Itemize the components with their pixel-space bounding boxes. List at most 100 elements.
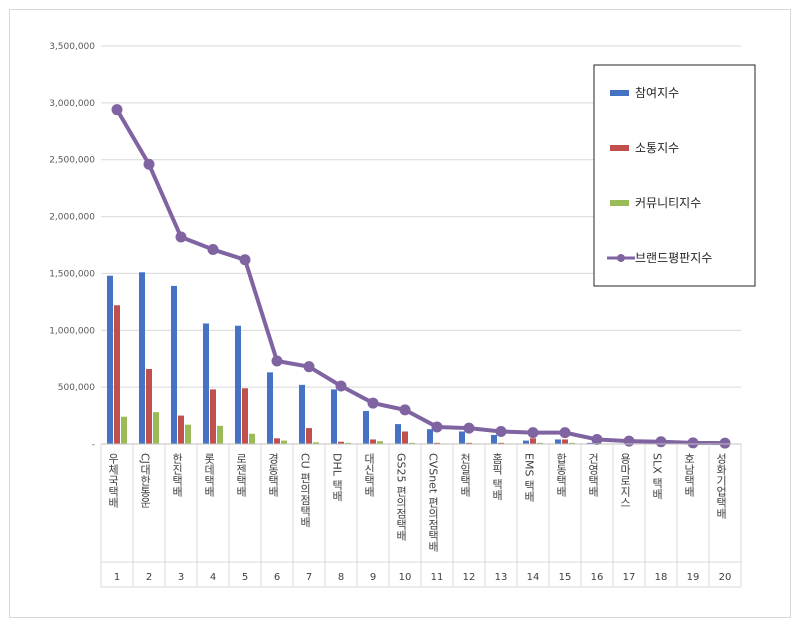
brand-index-point-6 [271,355,283,367]
bar-2-4 [210,389,216,444]
brand-index-point-2 [143,158,155,170]
rank-label-9: 9 [370,572,376,583]
legend-label-4: 브랜드평판지수 [635,251,712,265]
category-label-11: CVSnet 편의점택배 [427,453,440,552]
rank-label-5: 5 [242,572,248,583]
bar-1-9 [363,411,369,444]
legend-swatch-3 [610,200,629,206]
rank-label-17: 17 [623,572,636,583]
bar-1-14 [523,440,529,444]
brand-index-point-15 [559,427,571,439]
category-label-4: 롯데택배 [203,453,216,497]
rank-label-18: 18 [655,572,668,583]
brand-index-point-19 [687,437,699,449]
bar-2-8 [338,441,344,444]
bar-3-15 [569,442,575,444]
bar-3-10 [409,442,415,444]
y-tick-label: - [92,440,95,450]
category-label-8: DHL 택배 [331,453,344,501]
brand-index-point-3 [175,231,187,243]
y-tick-label: 2,500,000 [49,156,95,166]
bar-3-1 [121,416,127,444]
bar-2-6 [274,438,280,444]
category-label-5: 로젠택배 [235,453,248,497]
rank-label-10: 10 [399,572,412,583]
brand-index-point-8 [335,380,347,392]
category-label-15: 합동택배 [555,453,568,497]
category-label-1: 우체국택배 [107,453,120,508]
bar-2-5 [242,388,248,444]
brand-index-point-20 [719,437,731,449]
category-label-19: 호남택배 [683,453,696,497]
bar-1-4 [203,323,209,444]
legend-marker [617,254,625,262]
bar-2-9 [370,439,376,444]
rank-label-4: 4 [210,572,216,583]
bar-1-13 [491,434,497,444]
rank-label-19: 19 [687,572,700,583]
brand-index-point-18 [655,436,667,448]
brand-index-point-17 [623,435,635,447]
rank-label-15: 15 [559,572,572,583]
bar-3-6 [281,440,287,444]
chart-frame: - 500,000 1,000,000 1,500,000 2,000,000 2,500… [9,9,791,618]
brand-index-point-11 [431,421,443,433]
bar-2-12 [466,442,472,444]
brand-index-point-16 [591,433,603,445]
brand-index-point-14 [527,427,539,439]
legend-swatch-2 [610,145,629,151]
bar-1-7 [299,384,305,444]
bar-3-7 [313,442,319,444]
bar-3-8 [345,442,351,444]
bar-1-10 [395,424,401,444]
bar-2-7 [306,428,312,444]
bar-2-11 [434,442,440,444]
y-tick-label: 3,000,000 [49,99,95,109]
bars [107,272,735,444]
legend-box [593,64,756,287]
category-label-6: 경동택배 [267,453,280,497]
y-axis-tick-labels: - 500,000 1,000,000 1,500,000 2,000,000 2,500… [49,42,95,450]
brand-index-point-13 [495,425,507,437]
bar-3-5 [249,433,255,444]
rank-label-12: 12 [463,572,476,583]
y-tick-label: 500,000 [58,383,95,393]
category-label-16: 건영택배 [587,453,600,497]
bar-1-3 [171,285,177,444]
category-label-20: 성화기업택배 [715,453,728,519]
rank-label-16: 16 [591,572,604,583]
legend-label-3: 커뮤니티지수 [635,196,701,210]
bar-2-3 [178,415,184,444]
brand-index-point-12 [463,422,475,434]
category-label-13: 홈픽 택배 [491,452,504,501]
bar-3-14 [537,442,543,444]
y-tick-label: 1,000,000 [49,326,95,336]
rank-label-11: 11 [431,572,444,583]
bar-1-11 [427,429,433,444]
bar-2-10 [402,431,408,444]
bar-2-15 [562,439,568,444]
rank-label-2: 2 [146,572,152,583]
bar-1-6 [267,372,273,444]
bar-3-3 [185,424,191,444]
legend-swatch-1 [610,90,629,96]
bar-2-14 [530,438,536,444]
brand-index-point-9 [367,397,379,409]
legend-label-2: 소통지수 [635,141,679,155]
bar-3-9 [377,441,383,444]
bar-1-16 [587,442,593,444]
rank-label-3: 3 [178,572,184,583]
category-label-12: 천일택배 [459,452,472,497]
bar-3-4 [217,425,223,444]
y-tick-label: 1,500,000 [49,269,95,279]
legend-label-1: 참여지수 [635,86,679,100]
brand-index-point-5 [239,254,251,266]
bar-1-8 [331,389,337,444]
bar-2-1 [114,305,120,444]
brand-index-point-7 [303,361,315,373]
brand-index-point-4 [207,244,219,256]
category-label-10: GS25 편의점택배 [395,453,408,541]
y-tick-label: 3,500,000 [49,42,95,52]
y-tick-label: 2,000,000 [49,213,95,223]
